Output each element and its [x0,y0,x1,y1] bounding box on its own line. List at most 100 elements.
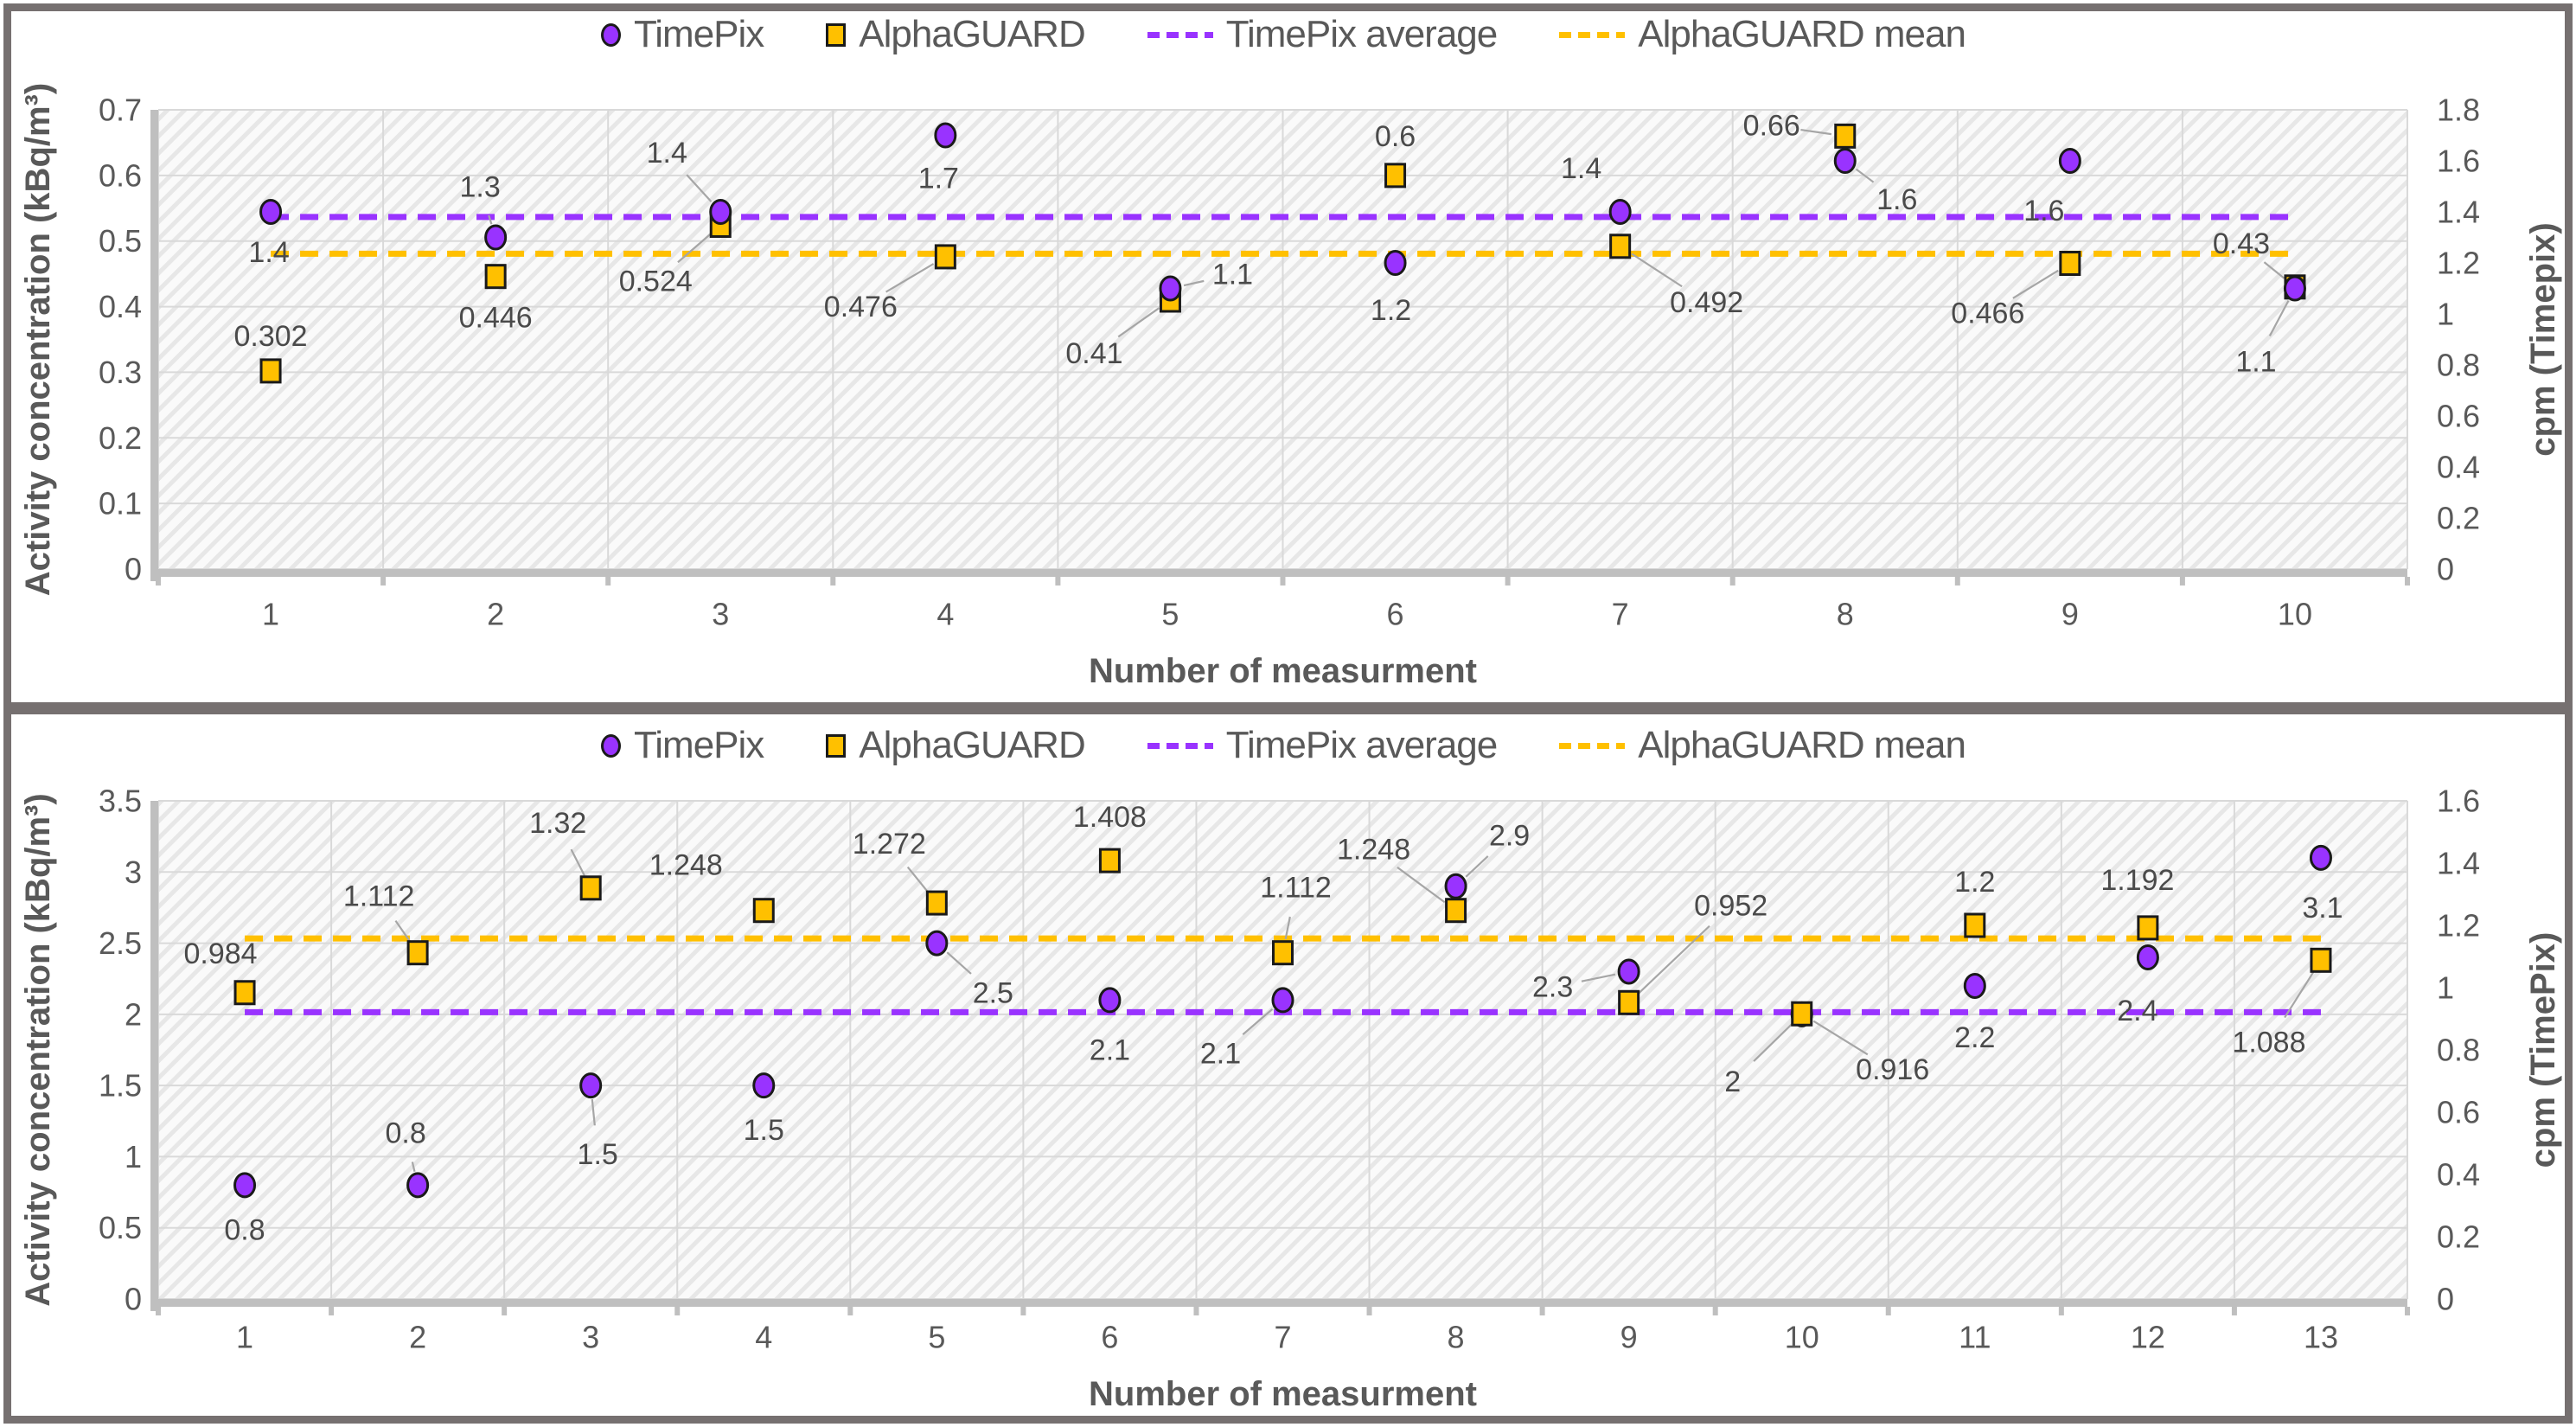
legend-item-timepix-average: TimePix average [1147,724,1498,767]
data-labels: 0.8 0.8 1.5 1.5 2.5 2.1 2.1 2.9 2.3 2 2.2 2.4 3.1 0.9… [183,801,2343,1246]
data-label-timepix-6: 1.2 [1371,294,1411,327]
point-alphaguard-9 [2059,251,2081,277]
data-label-alphaguard-10: 0.916 [1856,1053,1929,1086]
y-right-tick: 1.2 [2437,908,2480,944]
x-tick: 2 [409,1320,426,1355]
legend-bottom: TimePix AlphaGUARD TimePix average Alpha… [158,721,2408,770]
y-right-tick: 1 [2437,970,2454,1006]
data-label-alphaguard-5: 0.41 [1065,337,1122,370]
data-label-alphaguard-7: 1.112 [1260,872,1332,905]
data-label-timepix-10: 2 [1724,1065,1741,1098]
plot-area [158,801,2407,1299]
alphaguard-mean-line-icon [1559,742,1626,749]
legend-item-label: AlphaGUARD mean [1638,724,1966,766]
x-tick: 4 [755,1320,772,1355]
point-timepix-1 [233,1172,257,1199]
x-tick: 1 [262,597,279,632]
y-right-tick: 0 [2437,1282,2454,1317]
x-tick: 1 [236,1320,253,1355]
data-label-alphaguard-13: 1.088 [2232,1026,2305,1059]
data-label-timepix-10: 1.1 [2235,346,2276,379]
point-timepix-3 [709,199,732,225]
x-tick: 3 [712,597,729,632]
point-timepix-5 [1159,275,1182,302]
axis-titles: Number of measurment Activity concentrati… [19,83,2562,690]
x-tick: 10 [1785,1320,1819,1355]
y-right-axis-title: cpm (TimePix) [2524,932,2562,1168]
legend-item-label: TimePix average [1225,13,1498,55]
data-label-alphaguard-6: 0.6 [1375,120,1416,153]
data-label-alphaguard-6: 1.408 [1073,801,1147,834]
point-alphaguard-10 [1791,1001,1813,1027]
point-alphaguard-9 [1618,989,1640,1015]
y-right-tick: 1.6 [2437,144,2480,179]
data-label-alphaguard-10: 0.43 [2213,227,2270,260]
data-label-alphaguard-3: 1.32 [529,807,586,840]
legend-item-label: TimePix average [1225,724,1498,766]
legend-item-label: TimePix [634,13,764,55]
x-tick: 3 [582,1320,599,1355]
x-tick: 5 [1161,597,1179,632]
x-tick: 9 [1620,1320,1638,1355]
legend-item-alphaguard-mean: AlphaGUARD mean [1559,13,1966,56]
x-tick: 5 [928,1320,945,1355]
data-label-alphaguard-7: 0.492 [1670,286,1743,319]
y-right-tick: 1.4 [2437,195,2480,230]
point-timepix-13 [2309,844,2332,871]
y-right-tick: 1.2 [2437,246,2480,281]
panel-divider [3,702,2573,714]
tick-labels: 0 0.5 1 1.5 2 2.5 3 3.5 0 0.2 0.4 0.6 0.8 1 1.2 1.4 1.6 1… [99,784,2480,1355]
point-alphaguard-4 [934,244,956,270]
x-tick: 13 [2304,1320,2338,1355]
y-left-tick: 0.5 [99,223,142,259]
x-tick: 7 [1612,597,1629,632]
data-label-timepix-13: 3.1 [2302,892,2343,925]
data-label-timepix-8: 2.9 [1489,820,1530,853]
y-left-axis-title: Activity concentration (kBq/m³) [19,793,57,1306]
y-left-tick: 2 [125,996,142,1032]
data-labels: 1.4 1.3 1.4 1.7 1.1 1.2 1.4 1.6 1.6 1.1 0.302 0.446… [234,109,2277,378]
data-label-timepix-3: 1.4 [647,137,687,170]
x-tick: 4 [936,597,954,632]
y-left-tick: 2.5 [99,925,142,961]
y-left-tick: 1.5 [99,1068,142,1104]
legend-item-label: AlphaGUARD [859,13,1085,55]
legend-item-label: TimePix [634,724,764,766]
x-tick: 8 [1448,1320,1465,1355]
data-label-alphaguard-12: 1.192 [2100,864,2174,897]
data-label-alphaguard-1: 0.302 [234,320,308,353]
point-alphaguard-2 [406,940,429,966]
data-label-timepix-1: 0.8 [224,1213,265,1246]
axis-lines [150,801,2410,1315]
data-label-alphaguard-1: 0.984 [183,937,257,970]
y-right-tick: 1 [2437,297,2454,332]
point-timepix-3 [579,1072,603,1099]
point-alphaguard-8 [1445,898,1467,924]
y-right-tick: 1.4 [2437,846,2480,881]
data-label-alphaguard-9: 0.466 [1951,298,2024,330]
point-timepix-8 [1833,148,1857,174]
y-right-tick: 1.6 [2437,784,2480,819]
data-label-timepix-9: 1.6 [2023,195,2064,227]
x-axis-title: Number of measurment [1089,1375,1477,1413]
data-label-timepix-6: 2.1 [1090,1033,1130,1066]
data-label-timepix-7: 2.1 [1200,1037,1241,1070]
x-tick: 8 [1837,597,1854,632]
point-timepix-6 [1098,987,1122,1014]
leader-lines [394,848,2315,1173]
leader-lines [488,129,2290,338]
point-alphaguard-3 [579,875,602,901]
y-left-tick: 0 [125,1282,142,1317]
legend-item-timepix: TimePix [601,724,764,767]
point-timepix-4 [934,122,957,149]
point-timepix-6 [1384,250,1407,276]
point-timepix-2 [484,224,508,251]
alphaguard-mean-line-icon [1559,31,1626,38]
y-left-tick: 0.1 [99,486,142,522]
data-label-timepix-4: 1.7 [918,163,959,195]
y-right-tick: 0.6 [2437,1095,2480,1130]
point-timepix-5 [925,930,949,957]
point-timepix-4 [752,1072,776,1099]
